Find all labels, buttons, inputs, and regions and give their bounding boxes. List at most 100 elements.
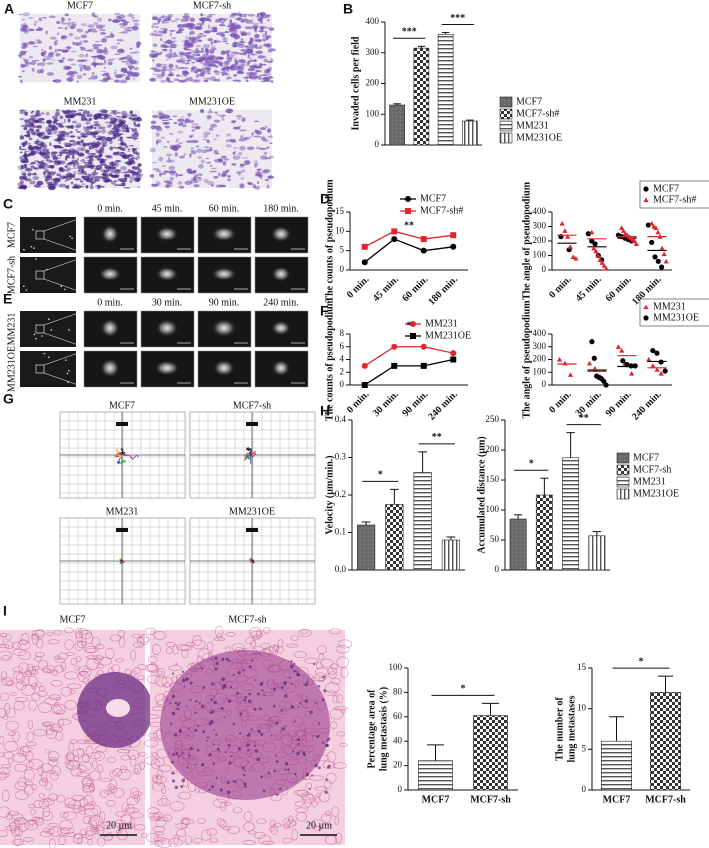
stain bbox=[97, 141, 100, 143]
stain bbox=[104, 179, 108, 183]
stain bbox=[186, 168, 192, 173]
stain bbox=[77, 141, 82, 143]
bar bbox=[418, 761, 452, 790]
stain bbox=[108, 19, 112, 22]
nucleus bbox=[213, 729, 215, 731]
stain bbox=[32, 60, 39, 61]
time-label: 0 min. bbox=[97, 203, 123, 214]
nucleus bbox=[311, 774, 313, 776]
nucleus bbox=[228, 699, 232, 703]
stain bbox=[231, 163, 236, 165]
stain bbox=[29, 118, 34, 121]
stain bbox=[161, 69, 166, 74]
nucleus bbox=[260, 775, 263, 778]
nucleus bbox=[182, 779, 186, 783]
stain bbox=[23, 12, 30, 16]
nucleus bbox=[233, 674, 235, 676]
marker bbox=[560, 221, 565, 226]
nucleus bbox=[177, 708, 179, 710]
nucleus bbox=[318, 722, 320, 724]
y-tick-label: 80 bbox=[393, 686, 403, 696]
nucleus bbox=[325, 778, 327, 780]
stain bbox=[258, 30, 265, 32]
stain bbox=[63, 132, 69, 135]
stain bbox=[67, 125, 72, 128]
stain bbox=[55, 127, 58, 131]
stain bbox=[149, 78, 156, 82]
stain bbox=[34, 172, 36, 175]
time-label: 60 min. bbox=[209, 203, 240, 214]
panel-letter: A bbox=[4, 1, 14, 17]
stain bbox=[94, 180, 98, 181]
stain bbox=[191, 68, 194, 72]
stain bbox=[34, 160, 39, 162]
nucleus bbox=[182, 679, 186, 683]
stain bbox=[266, 147, 269, 149]
nucleus bbox=[186, 705, 188, 707]
stain bbox=[180, 75, 182, 77]
stain bbox=[124, 129, 127, 131]
stain bbox=[260, 16, 264, 19]
stain bbox=[132, 129, 138, 133]
panel-letter: C bbox=[3, 196, 13, 212]
nucleus bbox=[285, 762, 288, 765]
y-tick-label: 0 bbox=[340, 264, 345, 274]
stain bbox=[217, 158, 222, 160]
stain bbox=[226, 139, 228, 142]
stain bbox=[65, 27, 68, 30]
stain bbox=[104, 67, 106, 69]
nucleus bbox=[170, 723, 172, 725]
legend-label: MCF7-sh# bbox=[653, 194, 696, 205]
significance: * bbox=[529, 458, 534, 469]
stain bbox=[214, 112, 217, 114]
track-marker bbox=[246, 528, 258, 532]
stain bbox=[205, 48, 208, 52]
stain bbox=[83, 126, 85, 130]
y-tick-label: 40 bbox=[393, 735, 403, 745]
nucleus bbox=[208, 753, 211, 756]
x-tick-label: MCF7-sh bbox=[645, 794, 686, 805]
stain bbox=[239, 146, 246, 151]
stain bbox=[166, 160, 172, 163]
legend-swatch bbox=[500, 109, 512, 119]
stain bbox=[149, 34, 155, 36]
stain bbox=[154, 30, 157, 32]
cell-dot bbox=[69, 236, 71, 238]
stain bbox=[37, 164, 40, 165]
stain bbox=[238, 152, 242, 156]
stain bbox=[269, 156, 274, 159]
stain bbox=[46, 174, 50, 178]
stain bbox=[153, 23, 159, 25]
image-label: MCF7-sh bbox=[193, 0, 231, 11]
stain bbox=[99, 29, 106, 31]
y-tick-label: 15 bbox=[335, 206, 345, 216]
stain bbox=[216, 134, 220, 136]
stain bbox=[114, 170, 121, 174]
stain bbox=[35, 39, 40, 41]
stain bbox=[209, 57, 215, 61]
nucleus bbox=[176, 752, 179, 755]
stain bbox=[173, 115, 178, 117]
nucleus bbox=[217, 748, 220, 751]
stain bbox=[268, 136, 273, 137]
stain bbox=[177, 174, 183, 176]
stain bbox=[121, 116, 127, 118]
legend-label: MCF7-sh bbox=[633, 464, 671, 475]
nucleus bbox=[281, 731, 283, 733]
y-tick-label: 20 bbox=[393, 760, 403, 770]
stain bbox=[79, 64, 83, 68]
stain bbox=[94, 47, 99, 50]
nucleus bbox=[273, 688, 276, 691]
stain bbox=[51, 167, 54, 168]
stain bbox=[86, 185, 89, 188]
stain bbox=[130, 60, 136, 64]
stain bbox=[84, 67, 91, 71]
stain bbox=[221, 175, 226, 177]
stain bbox=[203, 78, 210, 79]
stain bbox=[178, 123, 185, 126]
stain bbox=[162, 165, 166, 166]
nucleus bbox=[254, 679, 256, 681]
stain bbox=[126, 71, 132, 73]
stain bbox=[28, 41, 36, 45]
stain bbox=[45, 31, 48, 35]
